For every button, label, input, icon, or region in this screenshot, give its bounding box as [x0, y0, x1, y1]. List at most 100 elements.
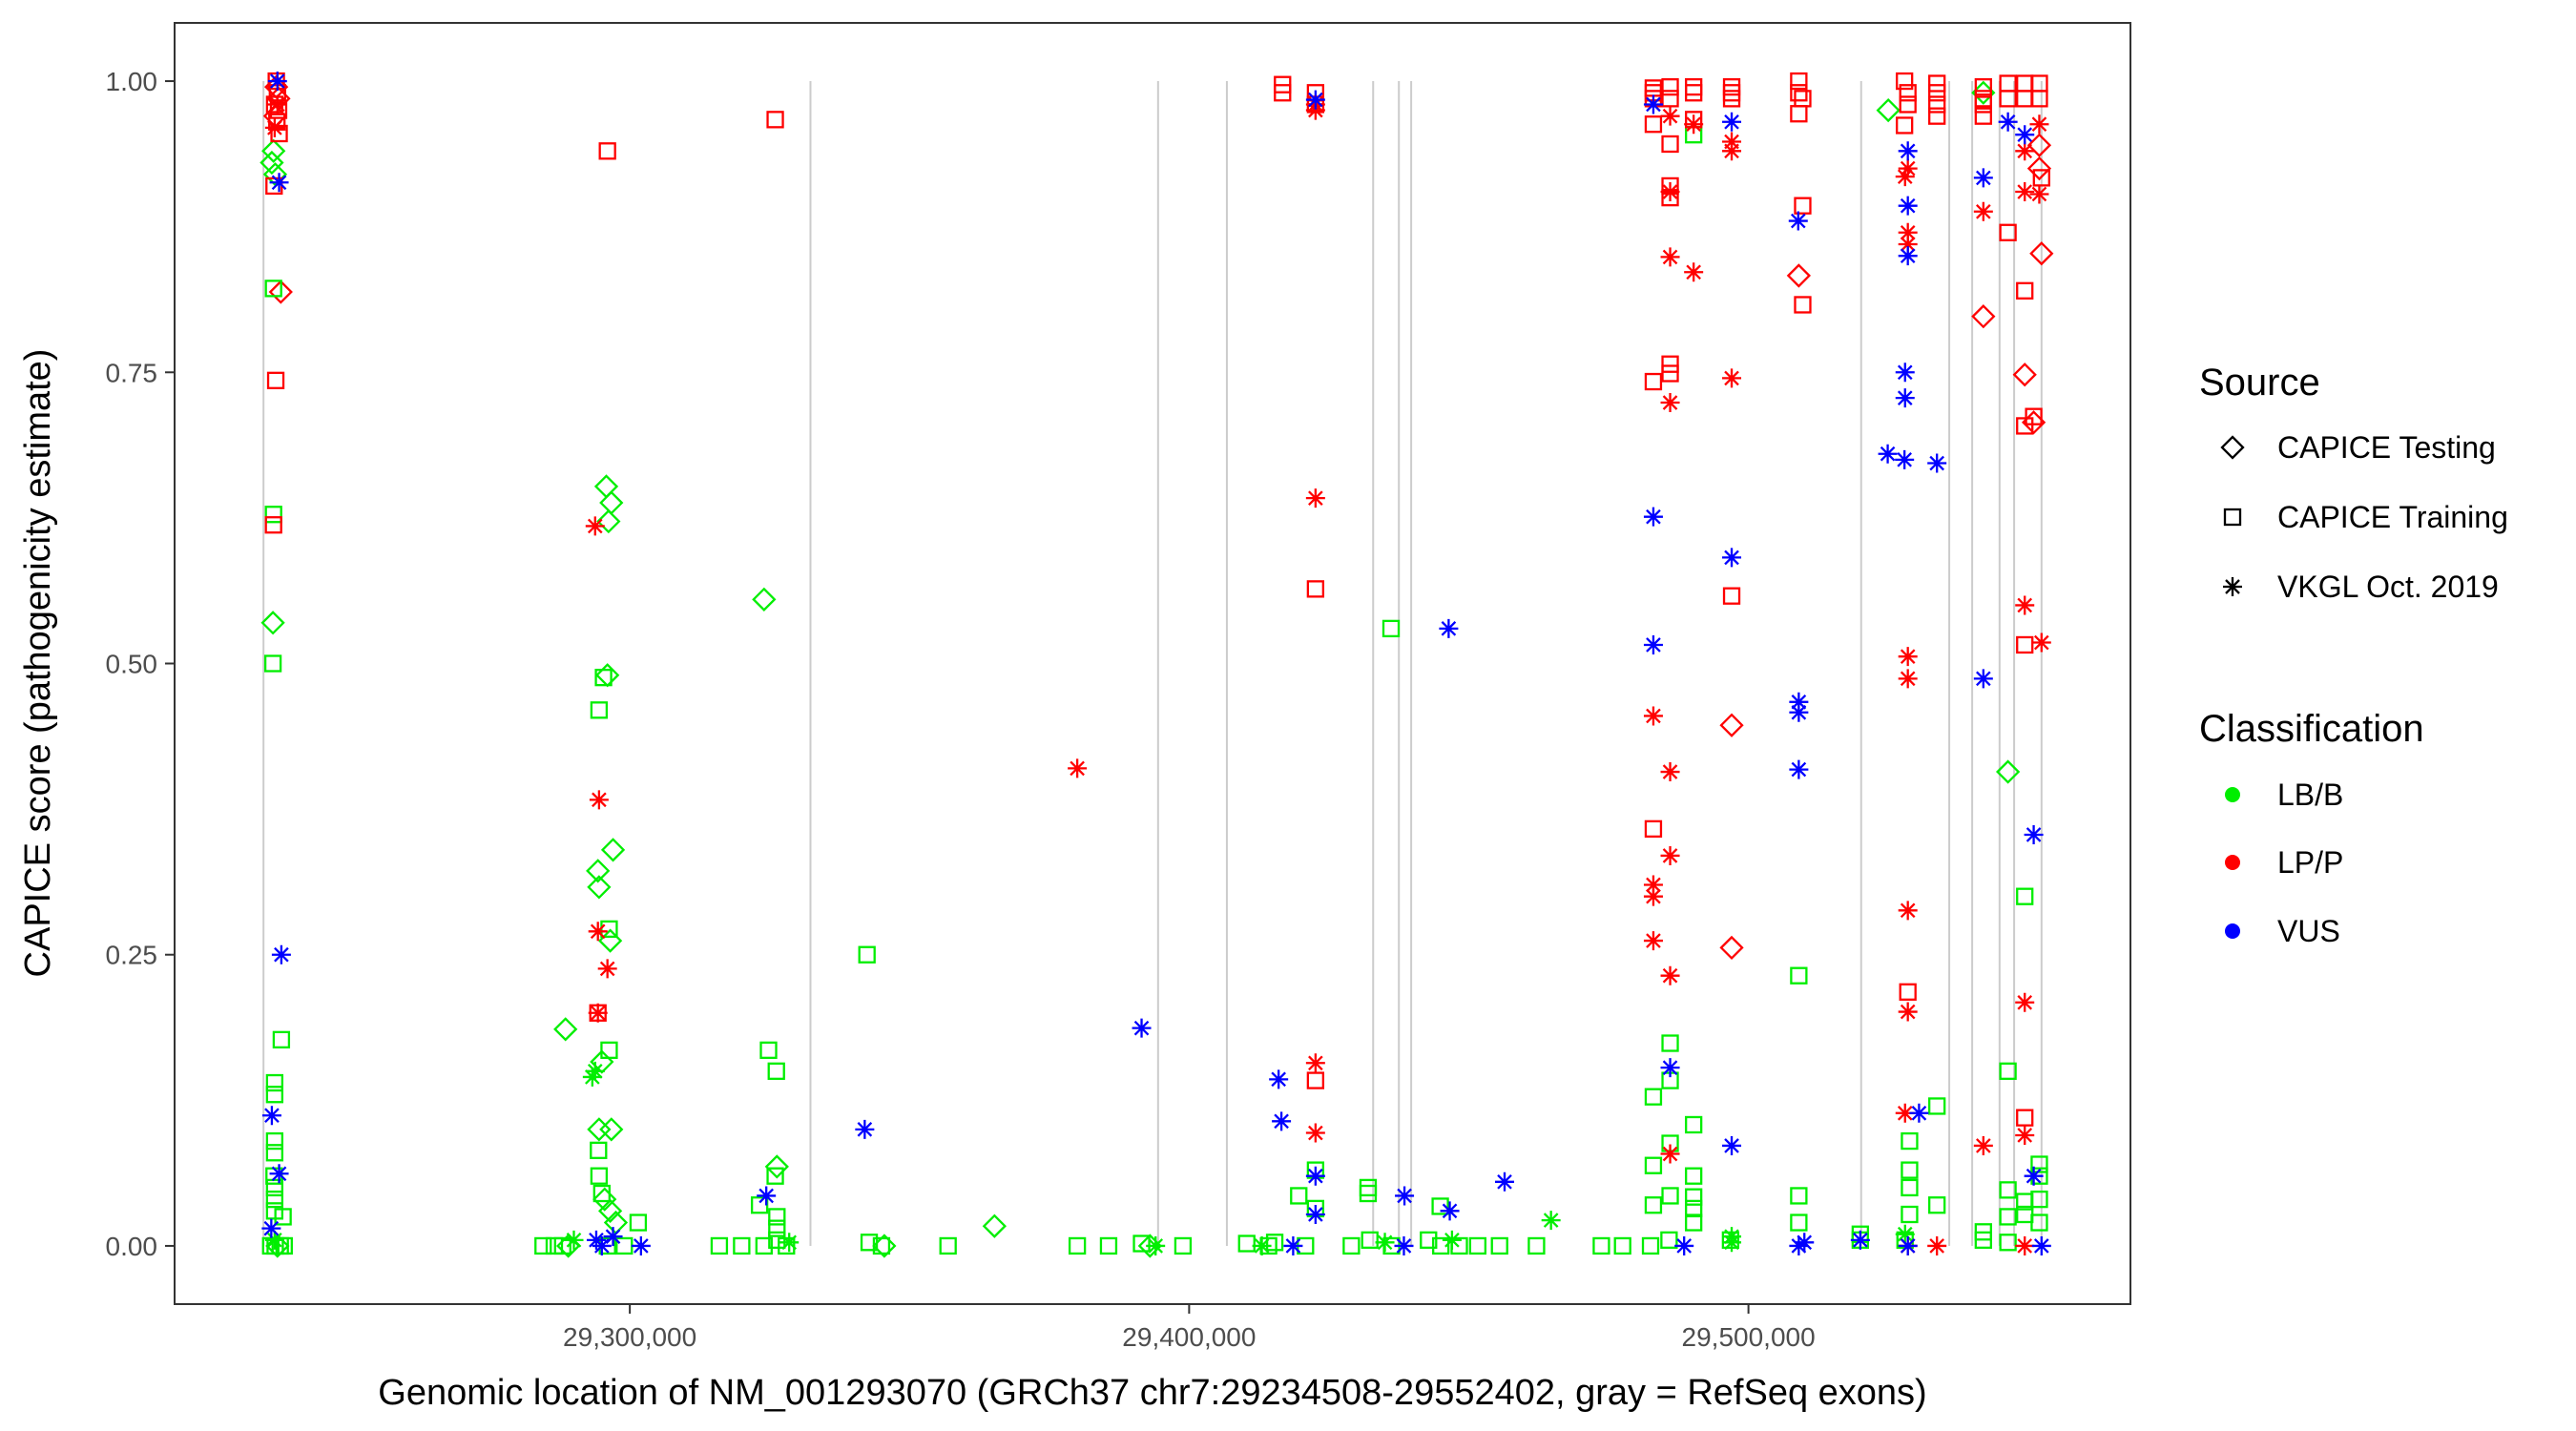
point-diamond-lbb: [1996, 759, 2021, 784]
point-asterisk-lpp: [1684, 262, 1704, 282]
legend-lbb-dot-icon: [2225, 787, 2240, 802]
point-asterisk-lpp: [1068, 758, 1088, 778]
point-square-lbb: [1490, 1236, 1508, 1255]
legend-class-label: VUS: [2277, 914, 2340, 948]
point-square-lpp: [1928, 84, 1946, 102]
point-asterisk-vus: [1272, 1111, 1292, 1131]
point-square-lpp: [1794, 197, 1812, 215]
point-square-lbb: [1999, 1208, 2017, 1226]
point-square-lpp: [1928, 107, 1946, 125]
point-asterisk-vus: [1850, 1230, 1870, 1250]
point-square-lbb: [759, 1041, 778, 1059]
point-asterisk-vus: [1722, 1135, 1742, 1155]
point-asterisk-lpp: [2029, 114, 2049, 135]
legend-asterisk-icon: [2223, 577, 2242, 596]
point-square-lpp: [2032, 169, 2050, 187]
point-square-lbb: [1468, 1236, 1487, 1255]
point-square-lbb: [1132, 1234, 1151, 1253]
point-diamond-lpp: [2012, 363, 2037, 387]
point-asterisk-vus: [1394, 1235, 1414, 1255]
point-square-lbb: [1685, 1188, 1703, 1206]
point-asterisk-lpp: [2015, 141, 2035, 161]
point-square-lbb: [1901, 1178, 1919, 1197]
point-square-lpp: [1644, 115, 1663, 134]
point-asterisk-lpp: [1898, 222, 1918, 242]
point-asterisk-lpp: [1895, 167, 1915, 187]
point-asterisk-lpp: [267, 94, 287, 114]
point-square-lbb: [1928, 1097, 1946, 1115]
point-square-lpp: [1899, 95, 1917, 114]
point-square-lbb: [1361, 1231, 1379, 1249]
point-asterisk-lpp: [1660, 1144, 1680, 1164]
point-square-lbb: [733, 1236, 751, 1255]
point-asterisk-lbb: [1442, 1230, 1462, 1250]
legend-class-label: LP/P: [2277, 845, 2343, 880]
point-square-lbb: [274, 1208, 292, 1226]
point-asterisk-vus: [1898, 246, 1918, 266]
point-asterisk-lbb: [1541, 1211, 1561, 1231]
point-asterisk-vus: [1878, 444, 1898, 464]
point-asterisk-vus: [1895, 449, 1915, 469]
point-asterisk-lpp: [1660, 182, 1680, 202]
point-asterisk-vus: [1788, 211, 1808, 231]
point-diamond-lbb: [586, 859, 611, 883]
point-square-lbb: [272, 1030, 291, 1049]
point-diamond-lbb: [596, 508, 621, 534]
point-asterisk-vus: [1998, 112, 2018, 132]
point-asterisk-lbb: [1722, 1227, 1742, 1247]
point-square-lpp: [2016, 1109, 2034, 1127]
point-asterisk-vus: [1789, 1235, 1809, 1255]
legend-source-label: VKGL Oct. 2019: [2277, 570, 2499, 604]
point-square-lpp: [1685, 84, 1703, 102]
point-asterisk-lpp: [1898, 647, 1918, 667]
point-square-lpp: [1661, 355, 1679, 373]
point-asterisk-vus: [1643, 94, 1663, 114]
point-square-lpp: [1896, 72, 1914, 91]
point-asterisk-lpp: [1684, 114, 1704, 135]
point-square-lbb: [1661, 1187, 1679, 1205]
point-asterisk-vus: [267, 72, 287, 92]
point-diamond-lbb: [599, 1117, 624, 1142]
legend-vus-dot-icon: [2225, 923, 2240, 939]
point-square-lbb: [1644, 1156, 1663, 1174]
point-diamond-lbb: [764, 1154, 789, 1179]
point-asterisk-lpp: [1305, 488, 1325, 508]
point-square-lpp: [1794, 296, 1812, 314]
point-square-lpp: [1974, 78, 1992, 96]
point-square-lbb: [1790, 1213, 1808, 1232]
point-asterisk-lpp: [1643, 875, 1663, 895]
point-square-lbb: [265, 1178, 284, 1197]
point-asterisk-lpp: [1898, 158, 1918, 178]
point-asterisk-vus: [757, 1186, 777, 1206]
point-asterisk-lpp: [2015, 1235, 2035, 1255]
x-axis-title: Genomic location of NM_001293070 (GRCh37…: [378, 1373, 1926, 1413]
point-square-lbb: [1661, 1034, 1679, 1052]
point-square-lbb: [629, 1213, 648, 1232]
point-diamond-lbb: [982, 1213, 1007, 1238]
point-square-lbb: [1928, 1196, 1946, 1214]
point-asterisk-lpp: [1643, 931, 1663, 951]
point-square-lbb: [1342, 1236, 1361, 1255]
point-asterisk-vus: [1789, 692, 1809, 712]
point-square-lpp: [1274, 84, 1292, 102]
point-square-lbb: [1685, 1167, 1703, 1185]
point-square-lpp: [1644, 819, 1663, 839]
point-diamond-lpp: [1719, 713, 1744, 737]
point-square-lpp: [266, 371, 285, 389]
point-square-lpp: [2016, 417, 2034, 435]
point-square-lbb: [1527, 1236, 1546, 1255]
point-asterisk-vus: [631, 1235, 651, 1255]
point-asterisk-vus: [592, 1235, 612, 1255]
point-square-lbb: [1999, 1062, 2017, 1080]
point-square-lbb: [265, 1144, 284, 1162]
point-asterisk-vus: [1895, 388, 1915, 408]
point-asterisk-lpp: [1660, 965, 1680, 985]
point-asterisk-vus: [2015, 125, 2035, 145]
point-square-lbb: [263, 654, 282, 673]
point-square-lbb: [1660, 1231, 1678, 1249]
point-square-lbb: [1431, 1197, 1449, 1215]
point-diamond-lbb: [1876, 97, 1901, 123]
point-asterisk-lbb: [564, 1230, 584, 1250]
point-asterisk-lpp: [1895, 1103, 1915, 1123]
point-square-lbb: [860, 1234, 879, 1252]
